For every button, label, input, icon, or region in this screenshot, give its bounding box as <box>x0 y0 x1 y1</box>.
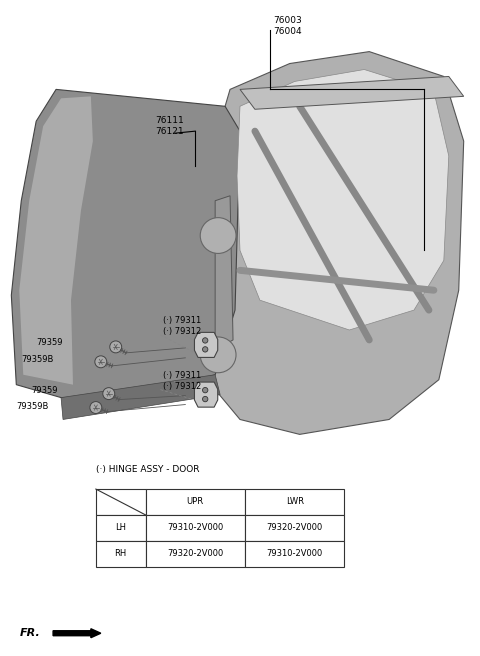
Circle shape <box>203 388 208 393</box>
Polygon shape <box>240 77 464 110</box>
Text: 76003
76004: 76003 76004 <box>273 16 301 36</box>
Circle shape <box>200 218 236 253</box>
Text: LWR: LWR <box>286 497 304 506</box>
Text: 79310-2V000: 79310-2V000 <box>167 523 223 532</box>
Bar <box>145 541 245 567</box>
Bar <box>245 541 344 567</box>
Circle shape <box>103 388 115 400</box>
Polygon shape <box>61 375 220 419</box>
Bar <box>245 489 344 515</box>
Polygon shape <box>215 195 233 350</box>
Bar <box>96 541 145 567</box>
Polygon shape <box>210 52 464 434</box>
FancyArrow shape <box>53 628 101 638</box>
Text: 76111
76121: 76111 76121 <box>156 116 184 136</box>
Bar <box>145 515 245 541</box>
Text: 79359B: 79359B <box>21 356 54 364</box>
Circle shape <box>203 346 208 352</box>
Text: 79320-2V000: 79320-2V000 <box>266 523 323 532</box>
Polygon shape <box>19 96 93 384</box>
Circle shape <box>203 338 208 343</box>
Text: 79359: 79359 <box>36 338 63 348</box>
Circle shape <box>90 401 102 413</box>
Text: 79359B: 79359B <box>16 402 48 411</box>
Polygon shape <box>12 89 240 400</box>
Text: (·) HINGE ASSY - DOOR: (·) HINGE ASSY - DOOR <box>96 465 199 474</box>
Text: LH: LH <box>115 523 126 532</box>
Text: (·) 79311
(·) 79312: (·) 79311 (·) 79312 <box>164 316 202 336</box>
Bar <box>96 515 145 541</box>
Text: FR.: FR. <box>19 628 40 638</box>
Text: (·) 79311
(·) 79312: (·) 79311 (·) 79312 <box>164 371 202 391</box>
Text: UPR: UPR <box>187 497 204 506</box>
Circle shape <box>203 396 208 401</box>
Bar <box>245 515 344 541</box>
Text: 79310-2V000: 79310-2V000 <box>266 549 323 558</box>
Bar <box>96 489 145 515</box>
Bar <box>145 489 245 515</box>
Polygon shape <box>237 70 449 330</box>
Text: RH: RH <box>115 549 127 558</box>
Circle shape <box>95 356 107 368</box>
Polygon shape <box>194 333 218 358</box>
Circle shape <box>200 337 236 373</box>
Circle shape <box>110 341 122 353</box>
Text: 79320-2V000: 79320-2V000 <box>167 549 223 558</box>
Text: 79359: 79359 <box>31 386 58 395</box>
Polygon shape <box>194 382 218 407</box>
